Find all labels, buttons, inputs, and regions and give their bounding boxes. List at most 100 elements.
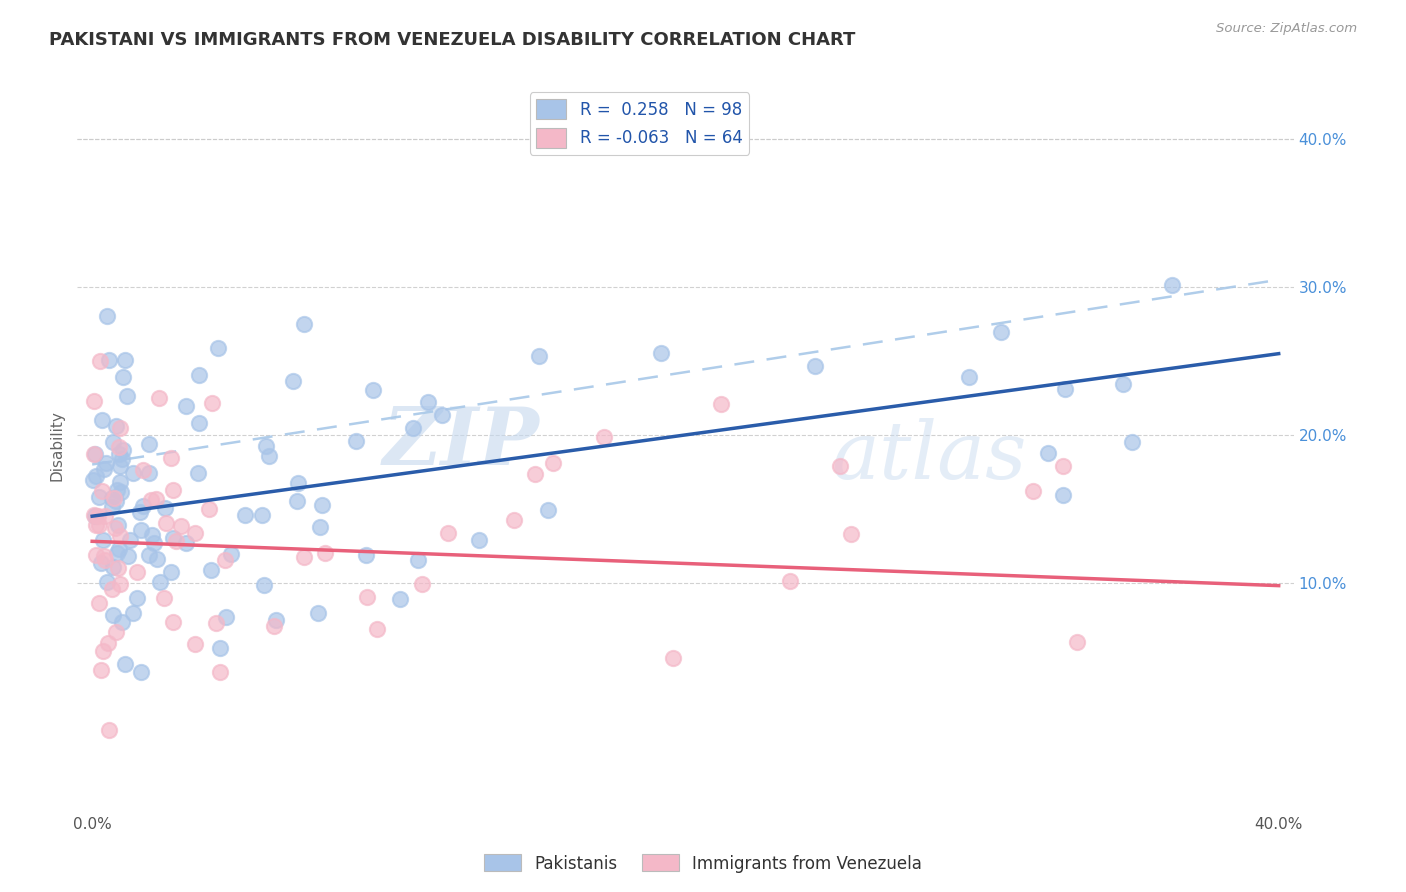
Point: [107, 518, 129, 533]
Point: [536, 503, 558, 517]
Point: [389, 591, 412, 606]
Text: ZIP: ZIP: [382, 403, 540, 481]
Point: [112, 369, 135, 384]
Point: [1052, 458, 1074, 473]
Point: [543, 456, 565, 470]
Point: [165, 533, 187, 548]
Point: [97, 723, 120, 738]
Point: [91, 413, 114, 427]
Point: [170, 519, 193, 533]
Point: [93, 461, 115, 475]
Point: [108, 421, 131, 435]
Point: [91, 644, 114, 658]
Point: [1022, 484, 1045, 499]
Point: [354, 548, 377, 562]
Legend: Pakistanis, Immigrants from Venezuela: Pakistanis, Immigrants from Venezuela: [477, 847, 929, 880]
Point: [214, 553, 236, 567]
Point: [1054, 382, 1077, 396]
Point: [174, 399, 197, 413]
Point: [188, 416, 211, 430]
Point: [138, 437, 160, 451]
Point: [187, 368, 209, 383]
Point: [84, 468, 107, 483]
Point: [207, 341, 229, 355]
Point: [101, 607, 124, 622]
Point: [100, 582, 122, 596]
Point: [127, 565, 149, 579]
Point: [366, 622, 388, 636]
Point: [406, 552, 429, 566]
Point: [111, 442, 134, 457]
Point: [839, 527, 862, 541]
Point: [87, 596, 110, 610]
Point: [104, 419, 127, 434]
Point: [111, 452, 134, 467]
Point: [233, 508, 256, 522]
Point: [592, 430, 614, 444]
Point: [114, 657, 136, 672]
Point: [108, 446, 131, 460]
Point: [117, 549, 139, 563]
Point: [1038, 446, 1060, 460]
Point: [162, 483, 184, 497]
Point: [804, 359, 827, 374]
Point: [214, 610, 236, 624]
Point: [83, 447, 105, 461]
Point: [97, 636, 120, 650]
Point: [96, 575, 118, 590]
Point: [184, 637, 207, 651]
Point: [779, 574, 801, 589]
Point: [283, 374, 305, 388]
Point: [437, 526, 460, 541]
Point: [253, 578, 276, 592]
Point: [159, 451, 181, 466]
Point: [200, 563, 222, 577]
Point: [108, 440, 131, 454]
Point: [148, 391, 170, 405]
Point: [411, 576, 433, 591]
Point: [110, 485, 132, 500]
Point: [990, 326, 1012, 340]
Point: [1121, 434, 1143, 449]
Point: [84, 549, 107, 563]
Point: [107, 561, 129, 575]
Point: [162, 531, 184, 545]
Point: [1052, 488, 1074, 502]
Point: [100, 491, 122, 505]
Point: [361, 383, 384, 397]
Point: [87, 491, 110, 505]
Point: [125, 591, 148, 606]
Point: [89, 518, 111, 533]
Point: [97, 352, 120, 367]
Point: [209, 665, 232, 679]
Point: [159, 565, 181, 579]
Point: [430, 408, 453, 422]
Point: [90, 663, 112, 677]
Point: [650, 346, 672, 360]
Point: [84, 509, 107, 524]
Point: [93, 549, 115, 563]
Point: [263, 618, 285, 632]
Point: [84, 447, 107, 461]
Point: [287, 475, 309, 490]
Point: [89, 354, 111, 368]
Point: [128, 505, 150, 519]
Point: [264, 614, 287, 628]
Point: [254, 439, 277, 453]
Point: [138, 548, 160, 562]
Text: atlas: atlas: [831, 418, 1026, 496]
Point: [103, 559, 125, 574]
Point: [174, 536, 197, 550]
Point: [662, 651, 685, 665]
Text: Source: ZipAtlas.com: Source: ZipAtlas.com: [1216, 22, 1357, 36]
Point: [197, 501, 219, 516]
Point: [155, 516, 177, 530]
Point: [86, 518, 108, 533]
Point: [105, 546, 128, 560]
Point: [141, 527, 163, 541]
Point: [148, 574, 170, 589]
Point: [402, 421, 425, 435]
Point: [82, 473, 104, 487]
Point: [111, 615, 134, 630]
Point: [94, 456, 117, 470]
